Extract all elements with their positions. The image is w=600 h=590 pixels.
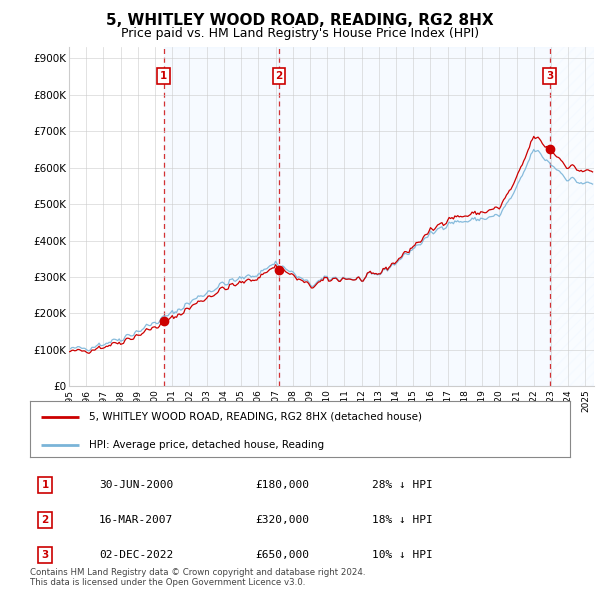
Text: £180,000: £180,000	[255, 480, 309, 490]
Text: 30-JUN-2000: 30-JUN-2000	[99, 480, 173, 490]
Text: £320,000: £320,000	[255, 516, 309, 525]
Text: 2: 2	[41, 516, 49, 525]
Text: Price paid vs. HM Land Registry's House Price Index (HPI): Price paid vs. HM Land Registry's House …	[121, 27, 479, 40]
Bar	[279, 47, 550, 386]
Text: £650,000: £650,000	[255, 550, 309, 559]
Text: 02-DEC-2022: 02-DEC-2022	[99, 550, 173, 559]
Text: 5, WHITLEY WOOD ROAD, READING, RG2 8HX (detached house): 5, WHITLEY WOOD ROAD, READING, RG2 8HX (…	[89, 412, 422, 422]
Text: 2: 2	[275, 71, 283, 81]
Text: HPI: Average price, detached house, Reading: HPI: Average price, detached house, Read…	[89, 440, 325, 450]
Text: 3: 3	[41, 550, 49, 559]
Text: 18% ↓ HPI: 18% ↓ HPI	[372, 516, 433, 525]
Text: 3: 3	[546, 71, 553, 81]
Text: 5, WHITLEY WOOD ROAD, READING, RG2 8HX: 5, WHITLEY WOOD ROAD, READING, RG2 8HX	[106, 13, 494, 28]
Bar	[550, 47, 594, 386]
Bar	[164, 47, 279, 386]
Text: 1: 1	[41, 480, 49, 490]
Text: Contains HM Land Registry data © Crown copyright and database right 2024.
This d: Contains HM Land Registry data © Crown c…	[30, 568, 365, 587]
Text: 28% ↓ HPI: 28% ↓ HPI	[372, 480, 433, 490]
Text: 10% ↓ HPI: 10% ↓ HPI	[372, 550, 433, 559]
Text: 16-MAR-2007: 16-MAR-2007	[99, 516, 173, 525]
Text: 1: 1	[160, 71, 167, 81]
